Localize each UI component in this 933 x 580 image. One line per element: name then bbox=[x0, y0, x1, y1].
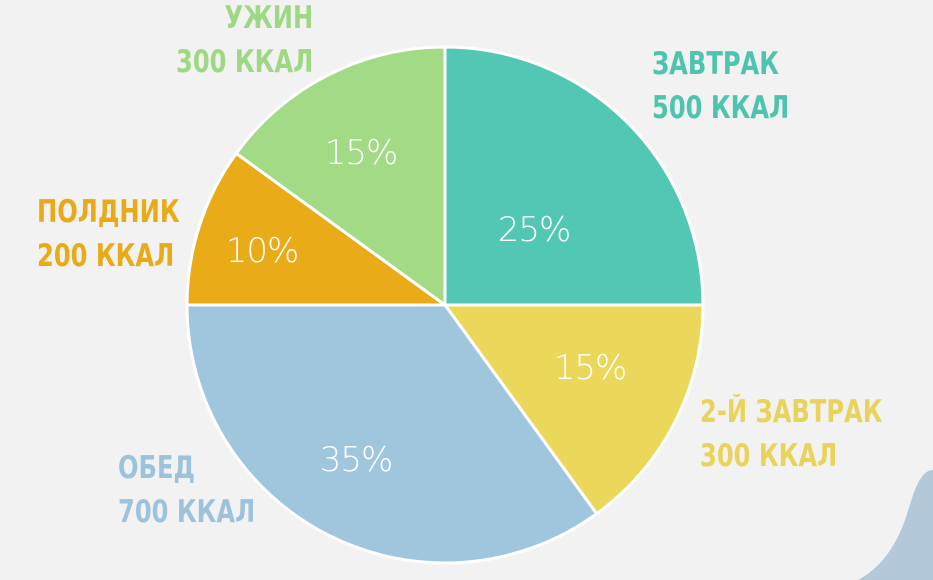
label-poldnik-name: ПОЛДНИК bbox=[37, 194, 180, 230]
pie-slice-zavtrak bbox=[443, 45, 705, 307]
pie-slices bbox=[185, 45, 705, 565]
label-obed-kcal: 700 ККАЛ bbox=[118, 494, 256, 530]
percent-label-zavtrak: 25% bbox=[498, 210, 571, 250]
percent-label-zavtrak2: 15% bbox=[554, 348, 627, 388]
label-zavtrak2: 2-Й ЗАВТРАК 300 ККАЛ bbox=[700, 390, 883, 478]
label-uzhin-kcal: 300 ККАЛ bbox=[176, 44, 314, 80]
percent-label-obed: 35% bbox=[320, 440, 393, 480]
percent-label-poldnik: 10% bbox=[226, 231, 299, 271]
label-poldnik-kcal: 200 ККАЛ bbox=[37, 238, 175, 274]
label-uzhin-name: УЖИН bbox=[224, 0, 314, 36]
pie-slice-obed bbox=[185, 303, 599, 565]
label-uzhin: УЖИН 300 ККАЛ bbox=[176, 0, 313, 84]
label-zavtrak-kcal: 500 ККАЛ bbox=[652, 90, 790, 126]
pie-percent-labels: 25% 15% 35% 10% 15% bbox=[226, 133, 628, 480]
pie-slice-uzhin bbox=[234, 45, 447, 307]
pie-slice-zavtrak2 bbox=[443, 303, 705, 516]
label-obed-name: ОБЕД bbox=[118, 450, 196, 486]
pie-slice-poldnik bbox=[185, 151, 447, 307]
label-zavtrak2-name: 2-Й ЗАВТРАК bbox=[700, 394, 883, 430]
label-poldnik: ПОЛДНИК 200 ККАЛ bbox=[37, 190, 180, 278]
percent-label-uzhin: 15% bbox=[325, 133, 398, 173]
label-obed: ОБЕД 700 ККАЛ bbox=[118, 446, 255, 534]
label-zavtrak-name: ЗАВТРАК bbox=[652, 46, 780, 82]
label-zavtrak2-kcal: 300 ККАЛ bbox=[700, 438, 838, 474]
label-zavtrak: ЗАВТРАК 500 ККАЛ bbox=[652, 42, 789, 130]
